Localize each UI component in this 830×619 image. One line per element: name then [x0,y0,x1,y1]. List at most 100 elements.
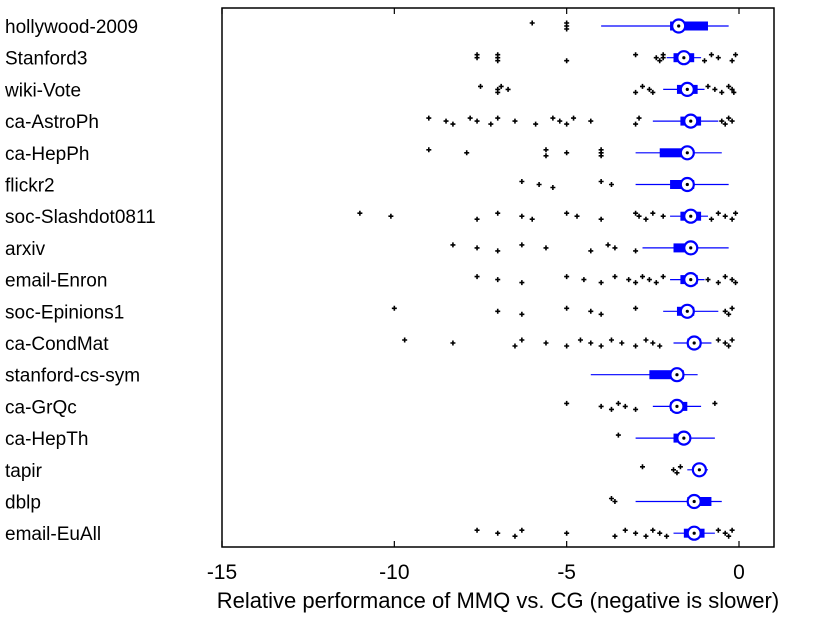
category-label: tapir [5,461,43,482]
category-label: soc-Slashdot0811 [5,207,156,228]
category-label: email-EuAll [5,524,101,545]
outlier-point [633,248,639,254]
outlier-point [598,216,604,222]
outlier-point [646,86,652,92]
outlier-point [733,210,739,216]
box-tapir [639,462,708,478]
outlier-point [464,150,470,156]
iqr-box [670,21,708,31]
outlier-point [633,52,639,58]
outlier-point [643,216,649,222]
outlier-point [495,308,501,314]
outlier-point [633,530,639,536]
box-email-EuAll [474,525,735,541]
outlier-point [633,121,639,127]
outlier-point [657,58,663,64]
outlier-point [639,83,645,89]
outlier-point [495,55,501,61]
box-Stanford3 [474,50,739,66]
outlier-point [581,277,587,283]
outlier-point [733,52,739,58]
outlier-point [357,210,363,216]
outlier-point [719,89,725,95]
outlier-point [643,337,649,343]
outlier-point [729,305,735,311]
outlier-point [450,121,456,127]
category-label: ca-CondMat [5,334,109,355]
outlier-point [646,277,652,283]
outlier-point [512,118,518,124]
outlier-point [564,150,570,156]
box-ca-HepTh [615,430,715,446]
median-dot [689,214,693,218]
outlier-point [639,274,645,280]
outlier-point [388,213,394,219]
outlier-point [557,118,563,124]
category-label: ca-GrQc [5,397,77,418]
outlier-point [722,121,728,127]
outlier-point [495,210,501,216]
box-ca-CondMat [402,335,735,351]
outlier-point [650,340,656,346]
outlier-point [564,400,570,406]
outlier-point [533,121,539,127]
outlier-point [426,115,432,121]
outlier-point [519,337,525,343]
outlier-point [729,337,735,343]
outlier-point [633,343,639,349]
outlier-point [495,248,501,254]
median-dot [685,151,689,155]
outlier-point [608,406,614,412]
outlier-point [588,340,594,346]
outlier-point [633,280,639,286]
outlier-point [726,343,732,349]
outlier-point [536,182,542,187]
outlier-point [726,115,732,121]
outlier-point [722,340,728,346]
outlier-point [729,118,735,124]
outlier-point [577,337,583,343]
outlier-point [653,55,659,61]
axes-frame [221,7,775,548]
outlier-point [519,179,525,184]
outlier-point [636,115,642,121]
outlier-point [677,464,683,470]
outlier-point [612,245,618,251]
outlier-point [712,86,718,92]
box-email-Enron [474,272,739,288]
category-label: flickr2 [5,176,55,197]
box-hollywood-2009 [529,18,729,34]
outlier-point [729,58,735,64]
outlier-point [715,55,721,61]
x-tick-label: -15 [207,561,237,584]
outlier-point [512,343,518,349]
x-tick-label: 0 [733,561,745,584]
outlier-point [495,115,501,121]
box-ca-GrQc [564,398,718,414]
iqr-box [649,370,684,380]
outlier-point [564,121,570,127]
outlier-point [608,182,614,187]
outlier-point [450,242,456,248]
outlier-point [564,20,570,26]
outlier-point [391,305,397,311]
category-label: ca-AstroPh [5,112,99,133]
category-label: soc-Epinions1 [5,302,124,323]
median-dot [689,119,693,123]
outlier-point [619,340,625,346]
median-dot [689,278,693,282]
outlier-point [715,210,721,216]
outlier-point [598,311,604,317]
x-tick-label: -5 [557,561,576,584]
category-label: ca-HepPh [5,144,90,165]
outlier-point [612,499,618,504]
outlier-point [626,277,632,283]
box-soc-Epinions1 [391,303,735,319]
outlier-point [588,118,594,124]
outlier-point [564,305,570,311]
outlier-point [564,210,570,216]
outlier-point [598,150,604,156]
outlier-point [564,274,570,280]
outlier-point [653,280,659,286]
outlier-point [733,280,739,286]
